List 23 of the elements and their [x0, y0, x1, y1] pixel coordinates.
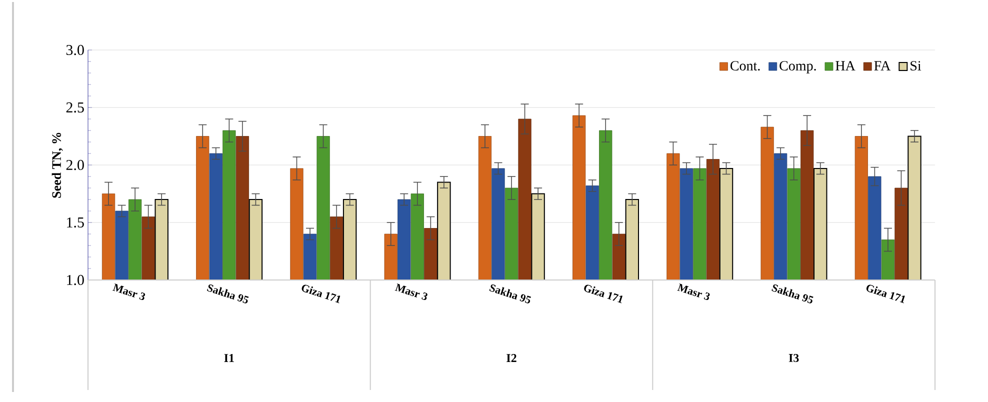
- y-tick-label: 1.5: [67, 217, 84, 228]
- x-tick-label: Masr 3: [112, 283, 146, 300]
- y-tick-label: 1.0: [67, 274, 84, 286]
- text: I1: [224, 354, 234, 362]
- x-tick-label: Sakha 95: [489, 284, 531, 304]
- y-axis-title: Seed TN, %: [52, 132, 63, 198]
- x-tick-label: Masr 3: [394, 283, 428, 300]
- legend-label: Cont.: [730, 61, 760, 71]
- y-tick-label: 2.0: [66, 160, 84, 170]
- x-tick-label: Sakha 95: [206, 284, 249, 304]
- legend-label: Si: [910, 61, 922, 71]
- x-tick-label: Giza 171: [866, 284, 905, 304]
- y-tick-label: 3.0: [66, 44, 84, 56]
- x-tick-label: Giza 171: [302, 284, 340, 304]
- x-tick-label: Masr 3: [677, 283, 710, 300]
- x-tick-label: Giza 171: [584, 284, 622, 304]
- legend-label: HA: [836, 61, 856, 70]
- text: I2: [506, 354, 516, 362]
- text: I3: [788, 354, 799, 362]
- x-tick-label: Sakha 95: [772, 284, 814, 304]
- y-tick-label: 2.5: [66, 102, 84, 113]
- legend-label: Comp.: [780, 61, 816, 74]
- legend-label: FA: [874, 61, 891, 70]
